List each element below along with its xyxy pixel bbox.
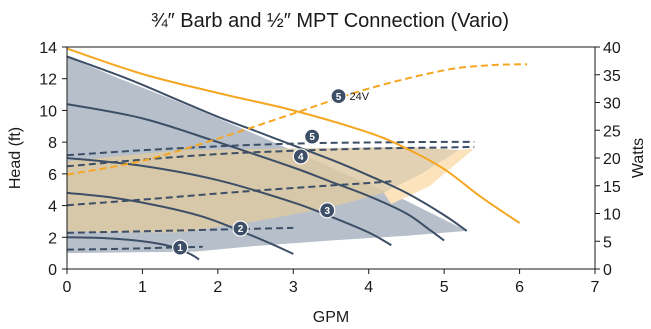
y-tick-label: 10 xyxy=(39,103,57,120)
y2-tick-label: 5 xyxy=(603,234,612,251)
x-axis-title: GPM xyxy=(313,309,349,326)
y-tick-label: 12 xyxy=(39,72,57,89)
y-tick-label: 6 xyxy=(48,167,57,184)
speed-badge-1: 1 xyxy=(173,240,188,255)
speed-badge-4: 4 xyxy=(293,149,308,164)
y2-tick-label: 30 xyxy=(603,96,621,113)
x-tick-label: 4 xyxy=(364,279,373,296)
speed-badge-5-24v: 5 24V xyxy=(331,89,370,104)
y-axis-title: Head (ft) xyxy=(7,127,24,189)
speed-badge-label: 1 xyxy=(177,243,183,254)
speed-badge-2: 2 xyxy=(233,221,248,236)
x-tick-label: 1 xyxy=(138,279,147,296)
y2-axis-title: Watts xyxy=(630,138,647,178)
chart-title: ¾″ Barb and ½″ MPT Connection (Vario) xyxy=(151,10,509,32)
y-tick-label: 8 xyxy=(48,135,57,152)
y-tick-label: 14 xyxy=(39,40,57,57)
x-tick-label: 2 xyxy=(213,279,222,296)
y2-tick-label: 10 xyxy=(603,207,621,224)
x-tick-label: 3 xyxy=(289,279,298,296)
y-tick-label: 4 xyxy=(48,199,57,216)
y2-tick-label: 15 xyxy=(603,179,621,196)
speed-badge-5: 5 xyxy=(305,129,320,144)
x-tick-label: 7 xyxy=(591,279,600,296)
y2-tick-label: 0 xyxy=(603,262,612,279)
speed-badge-note: 24V xyxy=(350,91,370,103)
speed-badge-label: 4 xyxy=(298,152,304,163)
regions xyxy=(67,57,474,254)
speed-badge-3: 3 xyxy=(320,203,335,218)
y-tick-label: 2 xyxy=(48,230,57,247)
speed-badge-label: 5 xyxy=(309,132,315,143)
y2-tick-label: 40 xyxy=(603,40,621,57)
x-tick-label: 0 xyxy=(63,279,72,296)
y2-tick-label: 25 xyxy=(603,123,621,140)
x-tick-label: 5 xyxy=(440,279,449,296)
y-tick-label: 0 xyxy=(48,262,57,279)
speed-badge-label: 2 xyxy=(238,224,244,235)
speed-badge-label: 3 xyxy=(324,206,330,217)
y2-tick-label: 35 xyxy=(603,68,621,85)
y2-tick-label: 20 xyxy=(603,151,621,168)
speed-badge-label: 5 xyxy=(336,92,342,103)
x-tick-label: 6 xyxy=(515,279,524,296)
